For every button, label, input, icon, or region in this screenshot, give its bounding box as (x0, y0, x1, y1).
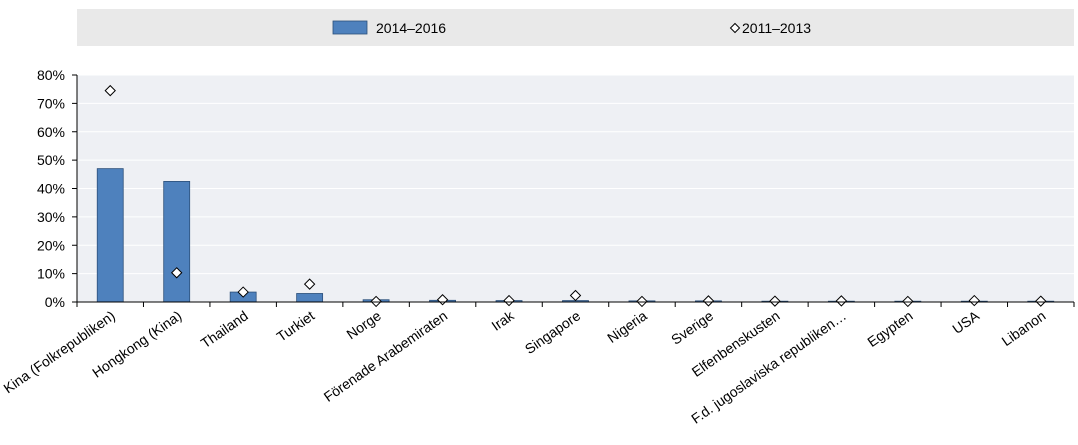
x-tick-label: Irak (488, 307, 517, 334)
legend-label-2014-2016: 2014–2016 (376, 20, 446, 36)
y-axis-ticks: 0% 10% 20% 30% 40% 50% 60% 70% 80% (37, 67, 65, 310)
bar-2 (163, 181, 191, 303)
marker-8 (569, 289, 582, 302)
marker-2 (170, 267, 183, 279)
bar-1 (96, 168, 124, 303)
marker-15 (1035, 295, 1047, 307)
y-tick-label: 10% (37, 266, 65, 282)
x-tick-label: Norge (343, 307, 384, 342)
marker-14 (968, 294, 981, 307)
x-tick-label: Turkiet (274, 307, 318, 344)
marker-1 (104, 84, 116, 97)
marker-7 (503, 294, 515, 307)
legend-label-2011-2013: 2011–2013 (742, 20, 811, 36)
marker-9 (636, 295, 648, 308)
y-tick-label: 20% (37, 237, 65, 253)
bar-4 (296, 293, 324, 303)
marker-4 (303, 278, 316, 290)
x-tick-label: Thailand (198, 307, 251, 351)
marker-3 (237, 286, 249, 298)
y-tick-label: 60% (37, 124, 65, 140)
marker-13 (902, 295, 914, 308)
legend-swatch-diamond (729, 22, 741, 34)
y-tick-label: 30% (37, 209, 65, 225)
axes (72, 74, 1075, 307)
gridlines (77, 74, 1074, 302)
legend-swatch-bar (332, 20, 368, 35)
legend: 2014–2016 2011–2013 (332, 20, 811, 36)
x-tick-label: Egypten (864, 307, 915, 350)
x-tick-label: Libanon (998, 307, 1048, 349)
x-axis-ticks: Kina (Folkrepubliken)Hongkong (Kina) Thai… (0, 307, 1048, 427)
y-tick-label: 50% (37, 152, 65, 168)
marker-5 (370, 295, 382, 308)
x-tick-label: Förenade Arabemiraten (321, 307, 451, 404)
x-tick-label: Singapore (522, 307, 584, 357)
y-tick-label: 40% (37, 181, 65, 197)
x-tick-label: Nigeria (604, 307, 650, 346)
marker-12 (835, 295, 848, 307)
y-tick-label: 80% (37, 67, 65, 83)
legend-box (77, 9, 1074, 46)
x-tick-label: Kina (Folkrepubliken) (0, 307, 118, 396)
marker-11 (769, 295, 781, 307)
marker-10 (702, 295, 715, 307)
x-tick-label: Sverige (668, 307, 716, 347)
y-tick-label: 70% (37, 95, 65, 111)
y-tick-label: 0% (45, 294, 65, 310)
x-tick-label: USA (949, 307, 982, 337)
